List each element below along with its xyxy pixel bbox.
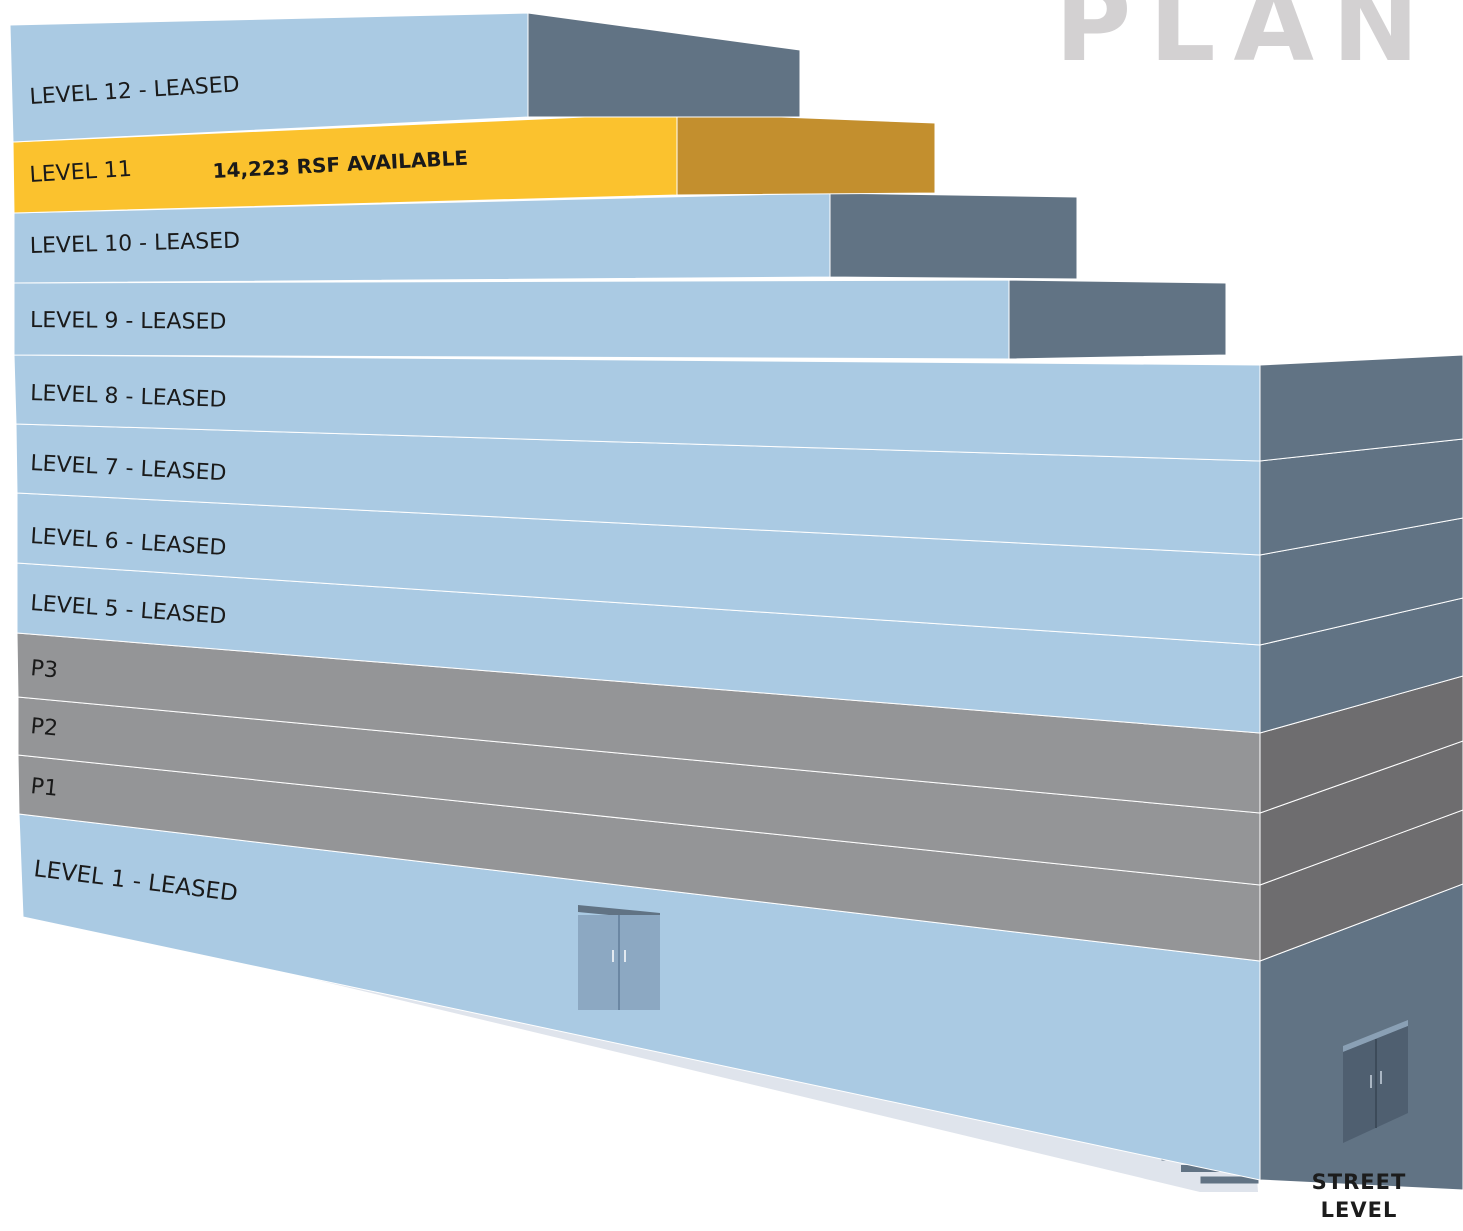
street-level-label: STREET LEVEL xyxy=(1300,1168,1418,1224)
floor-level-11: LEVEL 11 14,223 RSF AVAILABLE xyxy=(12,112,936,214)
street-label-line1: STREET xyxy=(1311,1170,1407,1194)
floor-level-9: LEVEL 9 - LEASED xyxy=(13,279,1227,360)
floor-level-10: LEVEL 10 - LEASED xyxy=(13,192,1078,284)
floor-label: P2 xyxy=(29,714,58,741)
floor-side-face xyxy=(1259,354,1463,462)
floor-level-8: LEVEL 8 - LEASED xyxy=(13,354,1463,462)
floor-label: LEVEL 10 - LEASED xyxy=(30,229,241,259)
floor-label: P1 xyxy=(29,774,59,802)
street-label-line2: LEVEL xyxy=(1320,1198,1398,1222)
stair-step xyxy=(1200,1176,1259,1184)
door-awning xyxy=(1343,1020,1408,1052)
floor-side-face xyxy=(527,12,801,118)
floor-label: LEVEL 9 - LEASED xyxy=(30,308,227,335)
floor-side-face xyxy=(1008,279,1227,360)
floor-level-6: LEVEL 6 - LEASED xyxy=(16,492,1463,646)
floor-level-5: LEVEL 5 - LEASED xyxy=(16,562,1463,734)
floor-side-face xyxy=(829,192,1078,280)
side-entrance-door xyxy=(1343,1020,1408,1143)
floor-p3: P3 xyxy=(16,632,1463,814)
floor-label: LEVEL 11 xyxy=(29,157,133,188)
floor-label: P3 xyxy=(29,656,58,683)
front-entrance-door xyxy=(578,905,660,1010)
floor-side-face xyxy=(676,112,936,196)
floor-level-12: LEVEL 12 - LEASED xyxy=(9,12,801,143)
plan-title: PLAN xyxy=(1054,0,1437,85)
